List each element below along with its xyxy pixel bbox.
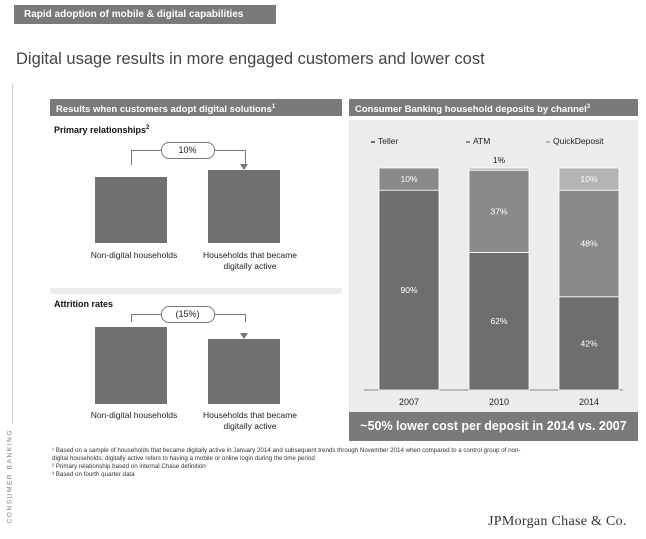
chart-title-text: Primary relationships xyxy=(54,125,147,135)
arrow-down-icon xyxy=(240,164,248,171)
legend-swatch xyxy=(546,140,550,143)
bar-non-digital xyxy=(95,327,167,404)
category-label: Non-digital households xyxy=(90,250,178,260)
footnote: ¹ Based on a sample of households that b… xyxy=(52,447,521,454)
data-label: 62% xyxy=(490,316,507,326)
legend-atm: ATM xyxy=(466,136,490,146)
x-tick-label: 2010 xyxy=(489,397,509,407)
bar-non-digital xyxy=(95,177,167,243)
footnote: digital households; digitally active ref… xyxy=(52,455,315,462)
bar-segment-atm xyxy=(558,189,620,298)
data-label: 90% xyxy=(400,285,417,295)
data-label: 48% xyxy=(580,238,597,248)
legend-swatch xyxy=(466,140,470,143)
footnote: ² Primary relationship based on internal… xyxy=(52,463,206,470)
x-tick-label: 2007 xyxy=(399,397,419,407)
right-panel-title-sup: 3 xyxy=(586,104,591,110)
deposits-stacked-chart: 90% 10% 2007 62% 37% 1% 2010 42% 48% 10% 2014 xyxy=(364,155,623,407)
data-label: 42% xyxy=(580,338,597,348)
arrow-down-icon xyxy=(240,332,248,339)
legend-teller: Teller xyxy=(371,136,398,146)
category-label: Households that became digitally active xyxy=(202,410,298,431)
footnotes: ¹ Based on a sample of households that b… xyxy=(52,447,632,479)
cost-callout: ~50% lower cost per deposit in 2014 vs. … xyxy=(349,412,638,441)
page-title: Digital usage results in more engaged cu… xyxy=(16,50,485,68)
bar-digital xyxy=(208,170,280,243)
bar-segment-quickdeposit xyxy=(558,167,620,191)
section-tag: Rapid adoption of mobile & digital capab… xyxy=(14,5,276,24)
company-logo: JPMorgan Chase & Co. xyxy=(488,514,627,529)
left-panel-title-sup: 1 xyxy=(271,104,276,110)
legend-label: Teller xyxy=(378,136,399,146)
chart-title-sup: 2 xyxy=(146,125,150,131)
left-panel-title-text: Results when customers adopt digital sol… xyxy=(56,104,272,116)
legend-label: ATM xyxy=(473,136,491,146)
chart-title: Primary relationships2 xyxy=(54,125,149,135)
right-panel-title-text: Consumer Banking household deposits by c… xyxy=(355,104,587,116)
bar-segment-quickdeposit xyxy=(468,167,530,171)
data-label: 37% xyxy=(490,206,507,216)
change-annotation: 10% xyxy=(160,142,215,159)
data-label: 10% xyxy=(580,174,597,184)
bar-segment-teller xyxy=(468,251,530,391)
right-panel-title: Consumer Banking household deposits by c… xyxy=(349,99,638,116)
legend-swatch xyxy=(371,140,375,143)
data-label: 1% xyxy=(493,155,506,165)
x-tick-label: 2014 xyxy=(579,397,599,407)
left-panel-title: Results when customers adopt digital sol… xyxy=(50,99,342,116)
legend-quickdeposit: QuickDeposit xyxy=(546,136,604,146)
side-label: CONSUMER BANKING xyxy=(6,428,14,524)
data-label: 10% xyxy=(400,174,417,184)
bar-segment-atm xyxy=(378,167,440,191)
change-annotation: (15%) xyxy=(160,306,215,323)
category-label: Households that became digitally active xyxy=(202,250,298,271)
category-label: Non-digital households xyxy=(90,410,178,420)
bar-digital xyxy=(208,338,280,404)
chart-title: Attrition rates xyxy=(54,299,114,309)
legend-label: QuickDeposit xyxy=(553,136,604,146)
side-divider xyxy=(12,84,13,424)
footnote: ³ Based on fourth quarter data xyxy=(52,471,135,478)
